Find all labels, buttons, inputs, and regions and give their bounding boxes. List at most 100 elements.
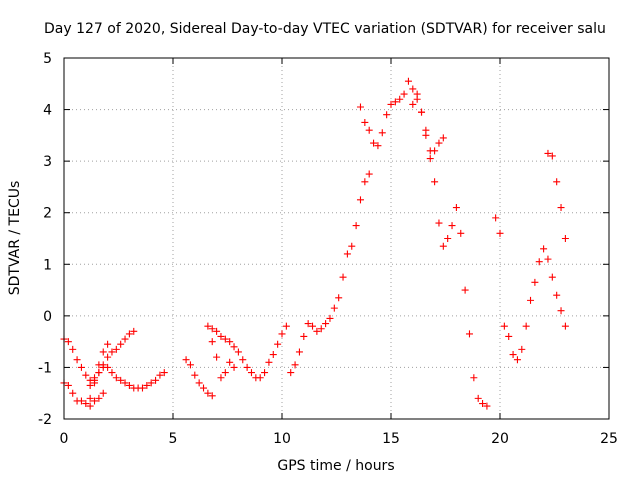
data-point — [435, 139, 443, 147]
series-arc-12 — [544, 149, 569, 242]
data-point — [313, 327, 321, 335]
data-point — [291, 361, 299, 369]
data-point — [513, 356, 521, 364]
data-points — [60, 77, 569, 410]
chart-title: Day 127 of 2020, Sidereal Day-to-day VTE… — [44, 21, 606, 37]
x-tick-label: 0 — [60, 431, 69, 447]
data-point — [108, 369, 116, 377]
data-point — [322, 320, 330, 328]
data-point — [200, 384, 208, 392]
axis-ticks — [63, 57, 610, 420]
data-point — [444, 235, 452, 242]
data-point — [492, 214, 500, 222]
data-point — [221, 369, 229, 377]
data-point — [544, 149, 552, 157]
data-point — [261, 369, 269, 377]
data-point — [274, 340, 282, 348]
data-point — [557, 204, 565, 212]
data-point — [95, 361, 103, 369]
data-point — [130, 327, 138, 335]
x-tick-label: 20 — [491, 431, 509, 447]
series-arc-11 — [492, 214, 569, 364]
data-point — [64, 338, 72, 346]
series-arc-6 — [204, 322, 290, 382]
data-point — [91, 397, 99, 405]
data-point — [378, 129, 386, 137]
data-point — [548, 273, 556, 281]
data-point — [91, 379, 99, 387]
data-point — [152, 376, 160, 384]
data-point — [99, 389, 107, 397]
data-point — [409, 100, 417, 108]
data-point — [544, 255, 552, 263]
data-point — [226, 358, 234, 366]
data-point — [383, 111, 391, 119]
data-point — [69, 389, 77, 397]
data-point — [125, 330, 133, 338]
data-point — [108, 348, 116, 356]
data-point — [156, 371, 164, 379]
data-point — [99, 348, 107, 356]
data-point — [121, 379, 129, 387]
data-point — [553, 178, 561, 186]
data-point — [527, 296, 535, 304]
data-point — [82, 371, 90, 379]
data-point — [431, 147, 439, 155]
data-point — [104, 340, 112, 348]
data-point — [104, 353, 112, 361]
data-point — [256, 374, 264, 382]
data-point — [234, 348, 242, 356]
data-point — [413, 90, 421, 98]
x-tick-label: 5 — [169, 431, 178, 447]
data-point — [365, 170, 373, 178]
data-point — [439, 242, 447, 250]
y-tick-label: 0 — [43, 309, 52, 325]
x-axis-label: GPS time / hours — [277, 458, 394, 474]
data-point — [230, 363, 238, 371]
data-point — [439, 134, 447, 142]
data-point — [125, 381, 133, 389]
data-point — [500, 322, 508, 330]
data-point — [282, 322, 290, 330]
data-point — [352, 222, 360, 230]
data-point — [496, 229, 504, 237]
data-point — [370, 139, 378, 147]
data-point — [112, 374, 120, 382]
data-point — [217, 332, 225, 340]
y-tick-labels: -2 -1 0 1 2 3 4 5 — [38, 51, 52, 428]
y-axis-label: SDTVAR / TECUs — [7, 181, 23, 296]
data-point — [365, 126, 373, 134]
data-point — [461, 286, 469, 294]
data-point — [339, 273, 347, 281]
data-point — [217, 374, 225, 382]
data-point — [391, 98, 399, 106]
data-point — [295, 348, 303, 356]
data-point — [204, 389, 212, 397]
data-point — [304, 320, 312, 328]
data-point — [409, 85, 417, 93]
data-point — [522, 322, 530, 330]
data-point — [69, 345, 77, 353]
data-point — [400, 90, 408, 98]
data-point — [518, 345, 526, 353]
data-point — [182, 356, 190, 364]
series-arc-8 — [287, 170, 373, 377]
data-point — [269, 351, 277, 359]
data-point — [483, 402, 491, 410]
data-point — [95, 394, 103, 402]
data-point — [479, 400, 487, 408]
data-point — [287, 369, 295, 377]
data-point — [186, 361, 194, 369]
data-point — [86, 402, 94, 410]
grid — [64, 58, 609, 419]
series-arc-9 — [356, 77, 447, 155]
data-point — [208, 392, 216, 400]
data-point — [239, 356, 247, 364]
y-tick-label: 1 — [43, 257, 52, 273]
data-point — [82, 400, 90, 408]
data-point — [474, 394, 482, 402]
y-tick-label: 4 — [43, 103, 52, 119]
data-point — [465, 330, 473, 338]
data-point — [509, 351, 517, 359]
